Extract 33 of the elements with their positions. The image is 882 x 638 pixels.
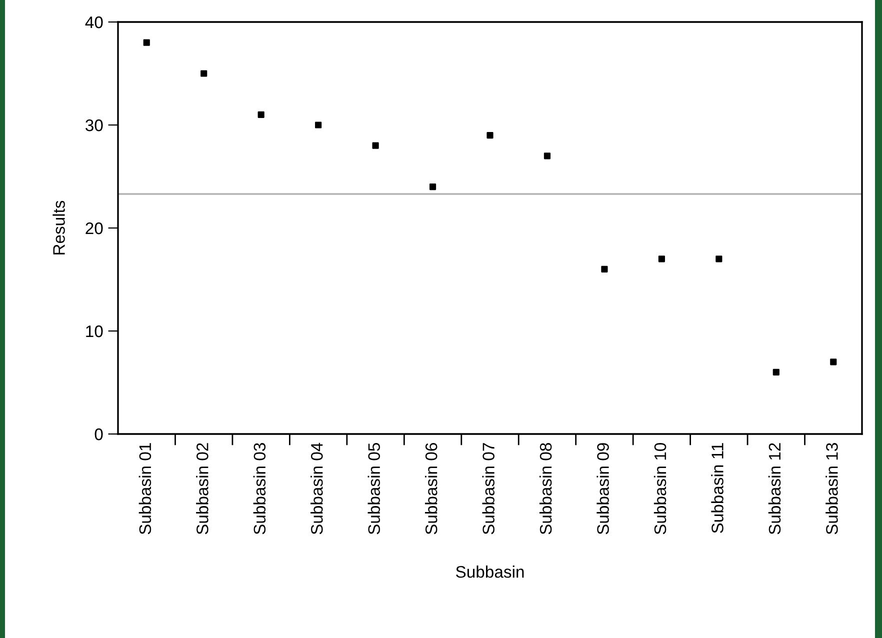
point <box>143 39 150 46</box>
x-tick-label: Subbasin 12 <box>768 443 781 534</box>
point <box>601 266 608 272</box>
point <box>315 122 322 128</box>
point <box>772 368 780 376</box>
x-tick-label: Subbasin 03 <box>253 443 266 534</box>
x-tick-label: Subbasin 07 <box>482 443 494 534</box>
x-axis-title: Subbasin <box>456 566 524 578</box>
y-tick-label: 30 <box>86 119 103 132</box>
point <box>658 256 665 262</box>
x-tick-label: Subbasin 08 <box>539 443 552 534</box>
point <box>716 256 722 262</box>
point <box>258 111 264 118</box>
x-tick-label: Subbasin 10 <box>654 442 666 534</box>
point <box>486 132 494 139</box>
y-tick-label: 0 <box>94 428 103 440</box>
point <box>372 142 379 149</box>
x-tick-label: Subbasin 01 <box>138 443 152 534</box>
y-tick-label: 40 <box>85 16 103 28</box>
x-tick-label: Subbasin 11 <box>711 443 724 534</box>
point <box>429 184 436 190</box>
y-axis-title: Results <box>52 200 65 254</box>
y-tick-label: 20 <box>86 222 103 234</box>
x-tick-label: Subbasin 06 <box>425 443 438 534</box>
x-tick-label: Subbasin 13 <box>826 443 838 534</box>
point <box>544 152 551 160</box>
point <box>200 70 208 77</box>
point <box>830 358 837 366</box>
x-tick-label: Subbasin 09 <box>596 443 609 534</box>
x-tick-label: Subbasin 04 <box>310 442 323 534</box>
x-tick-label: Subbasin 05 <box>368 443 380 534</box>
x-tick-label: Subbasin 02 <box>196 443 208 534</box>
y-tick-label: 10 <box>86 325 103 338</box>
